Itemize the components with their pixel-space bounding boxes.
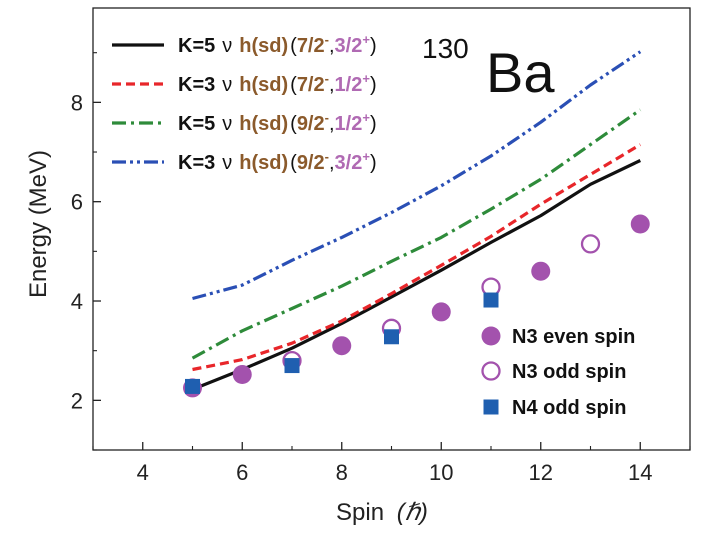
x-tick-label: 14	[628, 460, 652, 485]
y-tick-label: 2	[71, 388, 83, 413]
legend-lines: K=5 ν h(sd) (7/2-,3/2+) K=3 ν h(sd) (7/2-,1/2+)…	[112, 32, 377, 174]
nucleus-symbol: Ba	[486, 41, 555, 104]
data-point	[185, 378, 200, 394]
legend-label-2: K=3 ν h(sd) (7/2-,1/2+)	[178, 71, 377, 96]
legend-marker-3	[483, 399, 499, 415]
x-axis-label: Spin	[336, 499, 384, 526]
data-point	[384, 329, 399, 345]
data-point	[284, 358, 300, 374]
data-point	[630, 214, 650, 234]
series-line-4	[192, 50, 642, 301]
legend-marker-2	[481, 361, 501, 381]
series-line-2	[192, 143, 642, 372]
series-markers	[183, 214, 650, 398]
legend-marker-1	[481, 326, 501, 346]
x-axis-unit: (ℏ)	[397, 499, 428, 526]
legend-label-4: K=3 ν h(sd) (9/2-,3/2+)	[178, 149, 377, 174]
series-line-1	[191, 159, 641, 391]
y-tick-label: 4	[71, 289, 83, 314]
data-point	[431, 302, 451, 322]
data-point	[531, 261, 551, 281]
x-tick-label: 12	[529, 460, 553, 485]
data-point	[232, 365, 252, 385]
legend-label-1: K=5 ν h(sd) (7/2-,3/2+)	[178, 32, 377, 57]
series-line-3	[191, 108, 642, 360]
nucleus-mass: 130	[422, 33, 469, 64]
data-point	[483, 292, 499, 308]
legend-marker-label-2: N3 odd spin	[512, 361, 626, 383]
x-tick-label: 10	[429, 460, 453, 485]
y-tick-label: 6	[71, 190, 83, 215]
y-axis-title: Energy (MeV)	[25, 150, 52, 298]
data-point	[332, 336, 352, 356]
legend-label-3: K=5 ν h(sd) (9/2-,1/2+)	[178, 110, 377, 135]
legend-markers: N3 even spin N3 odd spin N4 odd spin	[481, 326, 635, 419]
x-tick-label: 8	[336, 460, 348, 485]
x-axis-title: Spin (ℏ)	[336, 499, 428, 526]
y-tick-label: 8	[71, 90, 83, 115]
legend-marker-label-3: N4 odd spin	[512, 397, 626, 419]
data-point	[580, 234, 601, 254]
x-tick-label: 6	[236, 460, 248, 485]
axis-ticks: 4 6 8 10 12 14 2 4 6 8	[71, 52, 691, 485]
series-lines	[191, 50, 642, 391]
legend-marker-label-1: N3 even spin	[512, 326, 635, 348]
x-tick-label: 4	[137, 460, 149, 485]
